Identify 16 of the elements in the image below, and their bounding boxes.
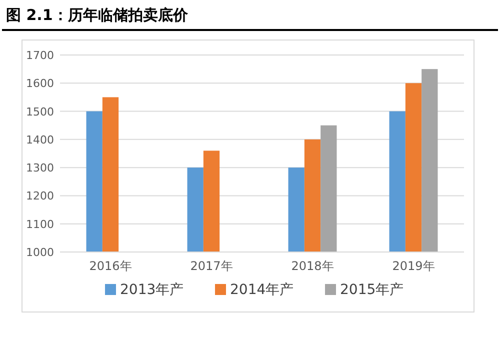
y-tick-label: 1400 — [26, 133, 54, 146]
legend-label: 2013年产 — [120, 282, 184, 298]
legend-label: 2015年产 — [340, 282, 404, 298]
y-tick-label: 1500 — [26, 105, 54, 118]
x-tick-label: 2016年 — [89, 259, 132, 273]
chart-title: 图 2.1：历年临储拍卖底价 — [6, 6, 189, 24]
x-tick-label: 2019年 — [392, 259, 435, 273]
y-tick-label: 1100 — [26, 218, 54, 231]
y-tick-label: 1700 — [26, 49, 54, 62]
y-tick-label: 1600 — [26, 77, 54, 90]
y-tick-label: 1300 — [26, 162, 54, 175]
x-tick-label: 2017年 — [190, 259, 233, 273]
y-tick-label: 1200 — [26, 190, 54, 203]
x-tick-label: 2018年 — [291, 259, 334, 273]
y-tick-label: 1000 — [26, 246, 54, 259]
legend-label: 2014年产 — [230, 282, 294, 298]
